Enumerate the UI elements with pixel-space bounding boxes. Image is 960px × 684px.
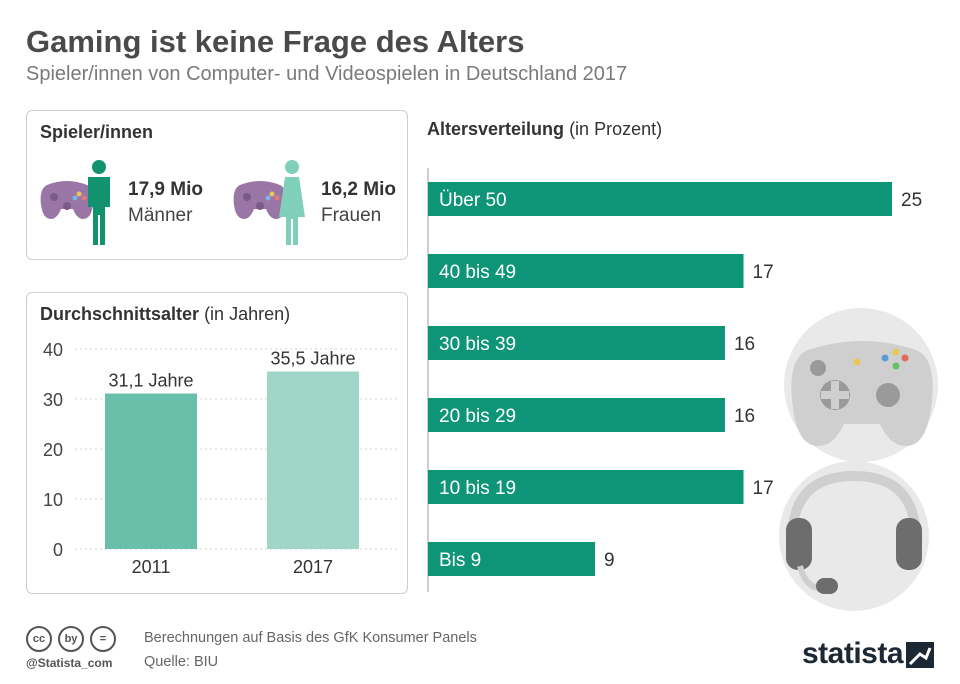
x-tick-label: 2017 <box>293 557 333 577</box>
bar-value-label: 9 <box>604 550 615 571</box>
statista-logo-icon <box>906 642 934 668</box>
bar-category-label: 40 bis 49 <box>439 262 516 283</box>
average-age-chart: 0 10 20 30 40 31,1 Jahre 2011 35,5 Jahre 2017 <box>43 340 397 577</box>
bar-category-label: Über 50 <box>439 190 507 211</box>
controller-icon <box>40 181 94 219</box>
y-tick-label: 0 <box>53 540 63 560</box>
y-tick-label: 20 <box>43 440 63 460</box>
y-tick-label: 40 <box>43 340 63 360</box>
license-icons: cc by = <box>26 626 116 652</box>
bar <box>428 398 725 432</box>
distribution-heading-unit: (in Prozent) <box>569 119 663 139</box>
cc-icon: cc <box>26 626 52 652</box>
women-label: Frauen <box>321 205 382 226</box>
page-title: Gaming ist keine Frage des Alters <box>26 24 525 59</box>
distribution-heading-text: Altersverteilung <box>427 119 565 139</box>
average-age-card: Durchschnittsalter (in Jahren) 0 10 20 30 40… <box>26 292 408 594</box>
source-line-2: Quelle: BIU <box>144 654 219 670</box>
y-tick-label: 10 <box>43 490 63 510</box>
bar-value-label: 17 <box>753 262 774 283</box>
x-tick-label: 2011 <box>132 557 171 577</box>
bar <box>428 326 725 360</box>
data-label: 31,1 Jahre <box>108 371 193 391</box>
statista-logo[interactable]: statista <box>802 637 904 670</box>
women-value: 16,2 Mio <box>321 179 396 200</box>
no-derivatives-icon: = <box>90 626 116 652</box>
players-heading: Spieler/innen <box>40 122 154 142</box>
player-men: 17,9 Mio Männer <box>39 159 219 249</box>
data-label: 35,5 Jahre <box>270 349 355 369</box>
headset-illustration <box>779 461 929 611</box>
bar-value-label: 16 <box>734 334 755 355</box>
average-age-heading-text: Durchschnittsalter <box>40 304 200 324</box>
man-icon <box>88 160 110 245</box>
y-tick-label: 30 <box>43 390 63 410</box>
twitter-handle[interactable]: @Statista_com <box>26 656 113 670</box>
bar <box>428 470 744 504</box>
controller-icon <box>233 181 287 219</box>
average-age-heading: Durchschnittsalter (in Jahren) <box>40 304 290 325</box>
men-label: Männer <box>128 205 193 226</box>
bar <box>428 254 744 288</box>
bar-2017 <box>267 371 359 549</box>
bar-2011 <box>105 393 197 549</box>
bar-value-label: 25 <box>901 190 922 211</box>
players-card: Spieler/innen 17,9 Mio Männer <box>26 110 408 260</box>
page-subtitle: Spieler/innen von Computer- und Videospi… <box>26 63 628 85</box>
bar <box>428 542 596 576</box>
average-age-heading-unit: (in Jahren) <box>204 304 291 324</box>
source-note: Berechnungen auf Basis des GfK Konsumer … <box>144 626 477 674</box>
age-distribution-chart: Über 50 25 40 bis 49 17 30 bis 39 16 20 bis 29… <box>427 168 938 611</box>
men-value: 17,9 Mio <box>128 179 203 200</box>
bar <box>428 182 892 216</box>
player-women: 16,2 Mio Frauen <box>232 159 412 249</box>
bar-value-label: 17 <box>753 478 774 499</box>
bar-category-label: 30 bis 39 <box>439 334 516 355</box>
woman-icon <box>279 160 305 245</box>
attribution-icon: by <box>58 626 84 652</box>
bar-category-label: Bis 9 <box>439 550 481 571</box>
bar-category-label: 20 bis 29 <box>439 406 516 427</box>
bar-value-label: 16 <box>734 406 755 427</box>
distribution-heading: Altersverteilung (in Prozent) <box>427 119 662 140</box>
source-line-1: Berechnungen auf Basis des GfK Konsumer … <box>144 630 477 646</box>
gamepad-illustration <box>784 308 938 462</box>
bar-category-label: 10 bis 19 <box>439 478 516 499</box>
